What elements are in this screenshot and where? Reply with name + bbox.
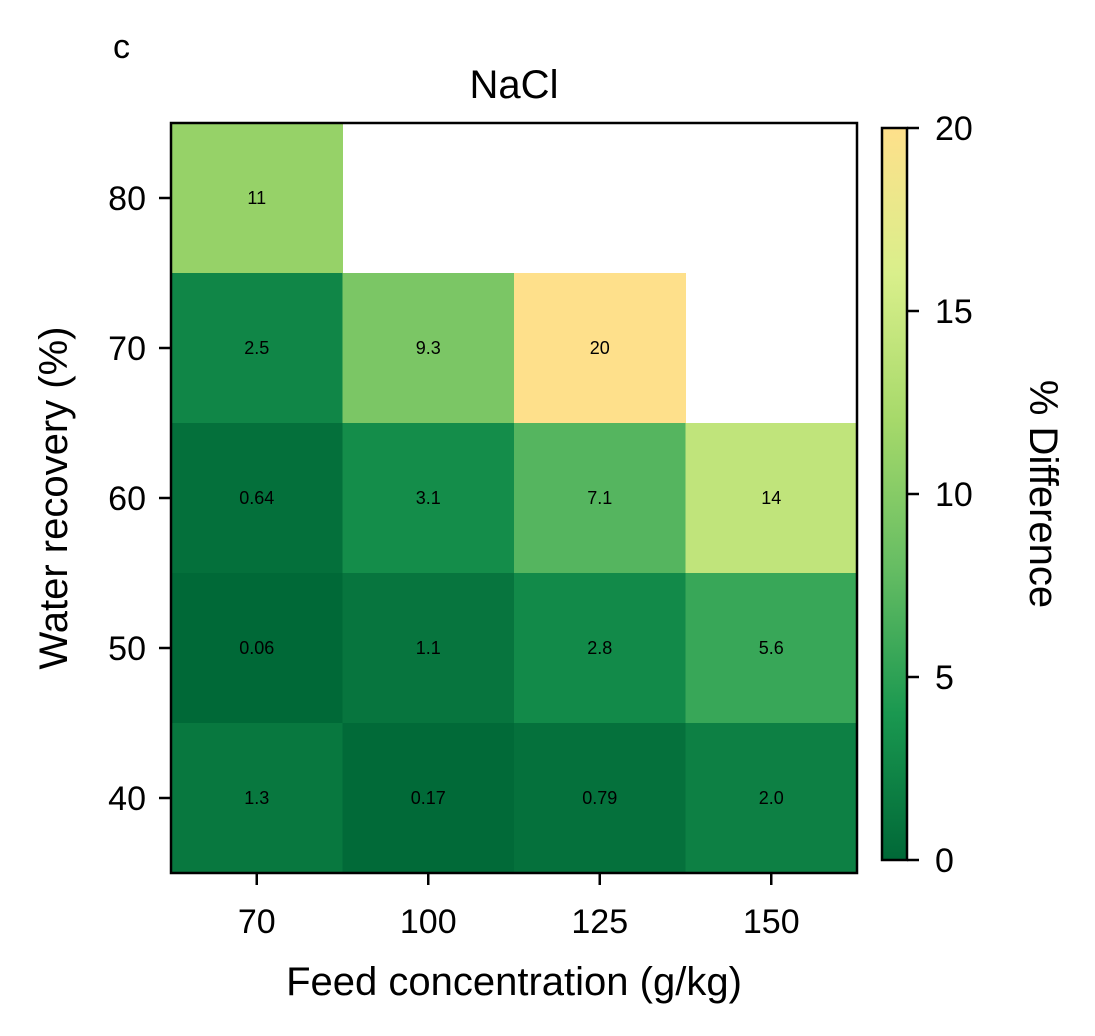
x-tick-label: 100 bbox=[400, 903, 457, 941]
y-axis-label: Water recovery (%) bbox=[32, 326, 76, 669]
cell-value-label: 7.1 bbox=[587, 488, 612, 508]
heatmap-cell bbox=[171, 423, 343, 574]
cell-value-label: 0.06 bbox=[239, 638, 274, 658]
panel-label: c bbox=[113, 28, 130, 66]
heatmap-cell bbox=[171, 273, 343, 424]
heatmap-cell bbox=[342, 423, 515, 574]
colorbar-tick-label: 20 bbox=[935, 110, 973, 148]
colorbar-tick-label: 10 bbox=[935, 476, 973, 514]
heatmap-cell bbox=[514, 723, 686, 874]
heatmap-cell bbox=[342, 273, 515, 424]
cell-value-label: 2.5 bbox=[244, 338, 269, 358]
heatmap-cell bbox=[514, 423, 686, 574]
colorbar-tick-label: 5 bbox=[935, 659, 954, 697]
cell-value-label: 2.0 bbox=[759, 788, 784, 808]
cell-value-label: 0.17 bbox=[411, 788, 446, 808]
colorbar bbox=[880, 126, 909, 862]
heatmap-cell-labels: 11 2.5 9.3 20 0.64 3.1 7.1 14 0.06 1.1 2.8 5.6 1.3 0.… bbox=[239, 188, 784, 808]
cell-value-label: 0.79 bbox=[582, 788, 617, 808]
heatmap-cell bbox=[685, 573, 858, 724]
heatmap-cell bbox=[171, 123, 343, 274]
heatmap-cell bbox=[685, 723, 858, 874]
cell-value-label: 1.1 bbox=[416, 638, 441, 658]
cell-value-label: 11 bbox=[247, 188, 266, 208]
x-tick-label: 70 bbox=[238, 903, 276, 941]
cell-value-label: 2.8 bbox=[587, 638, 612, 658]
heatmap-cell bbox=[342, 723, 515, 874]
y-axis-ticks: 40 50 60 70 80 bbox=[108, 180, 171, 818]
y-tick-label: 60 bbox=[108, 480, 146, 518]
heatmap-cell bbox=[171, 723, 343, 874]
heatmap-cell bbox=[514, 273, 686, 424]
heatmap-cell bbox=[685, 423, 858, 574]
colorbar-label: % Difference bbox=[1021, 380, 1065, 608]
heatmap-cell bbox=[342, 573, 515, 724]
colorbar-tick-label: 0 bbox=[935, 842, 954, 880]
chart-title: NaCl bbox=[470, 63, 559, 107]
x-tick-label: 150 bbox=[743, 903, 800, 941]
heatmap-cell bbox=[171, 573, 343, 724]
x-axis-label: Feed concentration (g/kg) bbox=[286, 960, 742, 1004]
heatmap-cell bbox=[514, 573, 686, 724]
y-tick-label: 80 bbox=[108, 180, 146, 218]
cell-value-label: 3.1 bbox=[416, 488, 441, 508]
y-tick-label: 40 bbox=[108, 780, 146, 818]
y-tick-label: 50 bbox=[108, 630, 146, 668]
colorbar-tick-label: 15 bbox=[935, 293, 973, 331]
x-tick-label: 125 bbox=[571, 903, 628, 941]
colorbar-ticks: 0 5 10 15 20 bbox=[907, 110, 973, 880]
cell-value-label: 0.64 bbox=[239, 488, 274, 508]
cell-value-label: 20 bbox=[590, 338, 610, 358]
cell-value-label: 9.3 bbox=[416, 338, 441, 358]
y-tick-label: 70 bbox=[108, 330, 146, 368]
heatmap-cells bbox=[171, 123, 858, 874]
x-axis-ticks: 70 100 125 150 bbox=[238, 873, 800, 941]
cell-value-label: 1.3 bbox=[244, 788, 269, 808]
cell-value-label: 14 bbox=[761, 488, 781, 508]
cell-value-label: 5.6 bbox=[759, 638, 784, 658]
